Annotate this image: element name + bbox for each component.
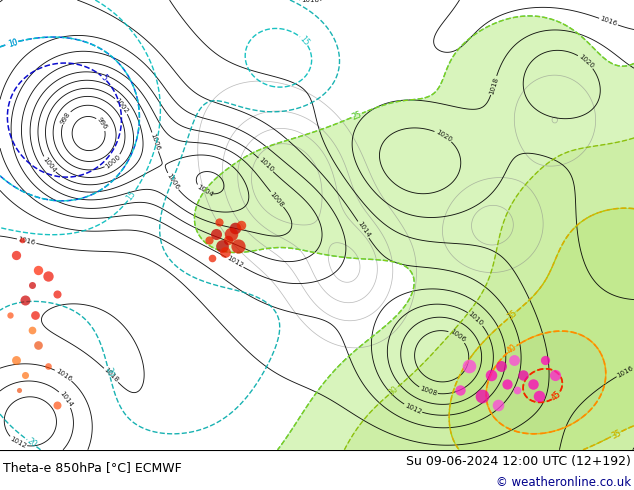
Text: 10: 10 [7,37,18,49]
Point [214,218,224,226]
Text: 1002: 1002 [114,97,130,115]
Text: 25: 25 [351,109,363,122]
Point [508,356,519,364]
Text: 1012: 1012 [226,255,244,269]
Text: 1006: 1006 [448,328,467,343]
Point [52,401,62,409]
Text: 1020: 1020 [434,128,453,143]
Point [540,356,550,364]
Point [502,380,512,388]
Text: 1008: 1008 [269,191,285,208]
Text: 1016: 1016 [616,365,634,379]
Text: 40: 40 [505,343,519,356]
Text: 1016: 1016 [17,236,36,246]
Point [527,380,538,388]
Point [204,236,214,244]
Point [233,242,243,250]
Point [220,248,230,256]
Text: 20: 20 [103,366,114,377]
Point [217,242,227,250]
Point [33,341,43,349]
Point [17,236,27,244]
Point [496,362,506,370]
Text: 35: 35 [610,428,623,441]
Text: 1012: 1012 [8,436,27,449]
Text: 1020: 1020 [578,53,595,70]
Text: 1016: 1016 [599,16,618,27]
Point [27,326,37,334]
Point [20,296,30,304]
Text: 1004: 1004 [41,156,57,173]
Point [455,386,465,394]
Point [4,311,15,319]
Point [27,281,37,289]
Point [20,371,30,379]
Text: 1016: 1016 [55,368,73,382]
Point [210,230,221,238]
Text: Su 09-06-2024 12:00 UTC (12+192): Su 09-06-2024 12:00 UTC (12+192) [406,455,631,467]
Text: 1018: 1018 [301,0,319,3]
Text: 1010: 1010 [467,311,484,327]
Text: 45: 45 [550,389,563,402]
Point [512,386,522,394]
Point [493,401,503,409]
Point [518,371,528,379]
Text: 15: 15 [297,34,311,48]
Text: 10: 10 [7,37,18,49]
Text: 40: 40 [505,343,519,356]
Text: 5: 5 [99,73,109,83]
Point [207,254,217,262]
Text: 1014: 1014 [58,391,74,408]
Text: 1004: 1004 [195,184,214,198]
Point [486,371,496,379]
Text: 30: 30 [387,384,400,397]
Point [42,272,53,280]
Text: 20: 20 [25,437,38,450]
Point [477,392,487,400]
Text: 35: 35 [505,309,519,322]
Point [226,230,236,238]
Text: 996: 996 [96,117,108,131]
Point [550,371,560,379]
Text: 1006: 1006 [150,132,161,151]
Point [230,224,240,232]
Text: 998: 998 [60,111,72,125]
Point [14,386,24,394]
Point [223,236,233,244]
Text: 15: 15 [125,190,138,202]
Text: 35: 35 [610,428,623,441]
Text: 25: 25 [351,109,363,122]
Text: 45: 45 [550,389,563,402]
Text: 1010: 1010 [257,156,275,173]
Text: 1000: 1000 [104,153,122,170]
Point [534,392,544,400]
Point [11,251,21,259]
Point [236,221,246,229]
Point [464,362,474,370]
Point [42,362,53,370]
Point [52,290,62,298]
Point [30,311,40,319]
Text: 35: 35 [505,309,519,322]
Text: 1018: 1018 [488,76,499,95]
Text: 1006: 1006 [165,172,180,191]
Text: 1014: 1014 [356,220,371,239]
Text: 1012: 1012 [404,402,422,415]
Text: 1018: 1018 [103,367,120,384]
Point [33,266,43,274]
Text: © weatheronline.co.uk: © weatheronline.co.uk [496,476,631,490]
Point [11,356,21,364]
Text: Theta-e 850hPa [°C] ECMWF: Theta-e 850hPa [°C] ECMWF [3,462,182,474]
Text: 1008: 1008 [418,386,437,397]
